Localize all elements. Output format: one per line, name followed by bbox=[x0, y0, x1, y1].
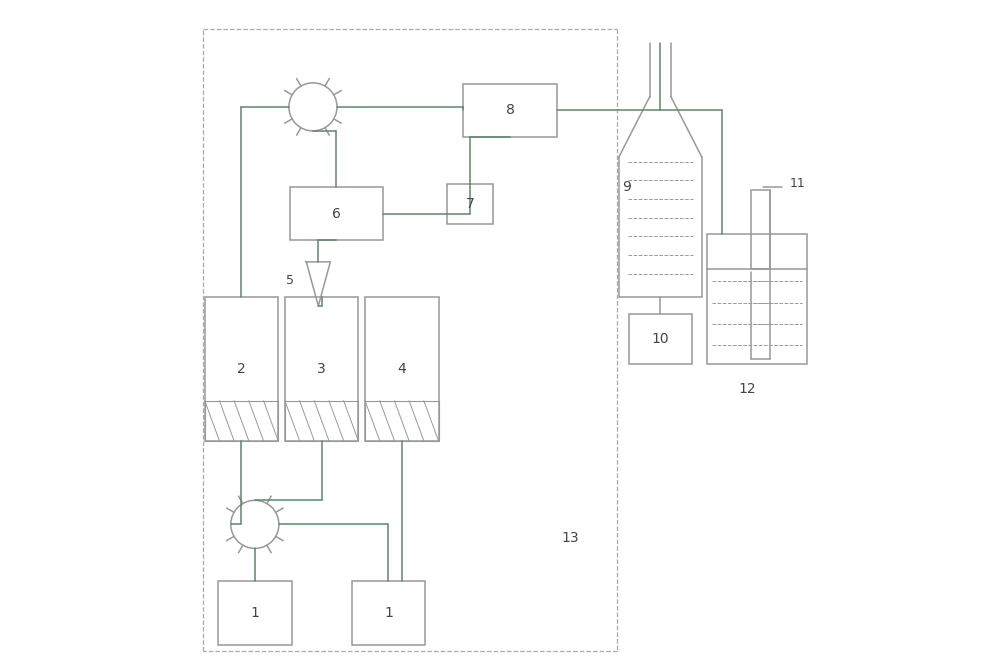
Text: 8: 8 bbox=[506, 104, 514, 117]
Text: 13: 13 bbox=[561, 531, 579, 544]
Text: 7: 7 bbox=[466, 197, 474, 210]
Text: 2: 2 bbox=[237, 362, 246, 376]
Bar bbox=[205, 401, 278, 441]
Bar bbox=[352, 581, 425, 645]
Bar bbox=[707, 234, 807, 364]
Bar bbox=[365, 297, 439, 441]
Bar bbox=[463, 84, 557, 137]
Text: 1: 1 bbox=[384, 606, 393, 620]
Text: 1: 1 bbox=[250, 606, 259, 620]
Text: 5: 5 bbox=[286, 274, 294, 287]
Bar bbox=[447, 184, 493, 224]
Text: 12: 12 bbox=[738, 383, 756, 396]
Text: 3: 3 bbox=[317, 362, 326, 376]
Bar bbox=[205, 297, 278, 441]
Bar bbox=[365, 401, 439, 441]
Text: 9: 9 bbox=[622, 180, 631, 194]
Bar bbox=[218, 581, 292, 645]
Bar bbox=[285, 297, 358, 441]
Text: 11: 11 bbox=[790, 177, 806, 190]
Text: 10: 10 bbox=[652, 332, 669, 346]
Bar bbox=[290, 187, 383, 240]
Text: 4: 4 bbox=[397, 362, 406, 376]
Bar bbox=[751, 190, 770, 269]
Text: 6: 6 bbox=[332, 207, 341, 220]
Bar bbox=[629, 314, 692, 364]
Bar bbox=[285, 401, 358, 441]
